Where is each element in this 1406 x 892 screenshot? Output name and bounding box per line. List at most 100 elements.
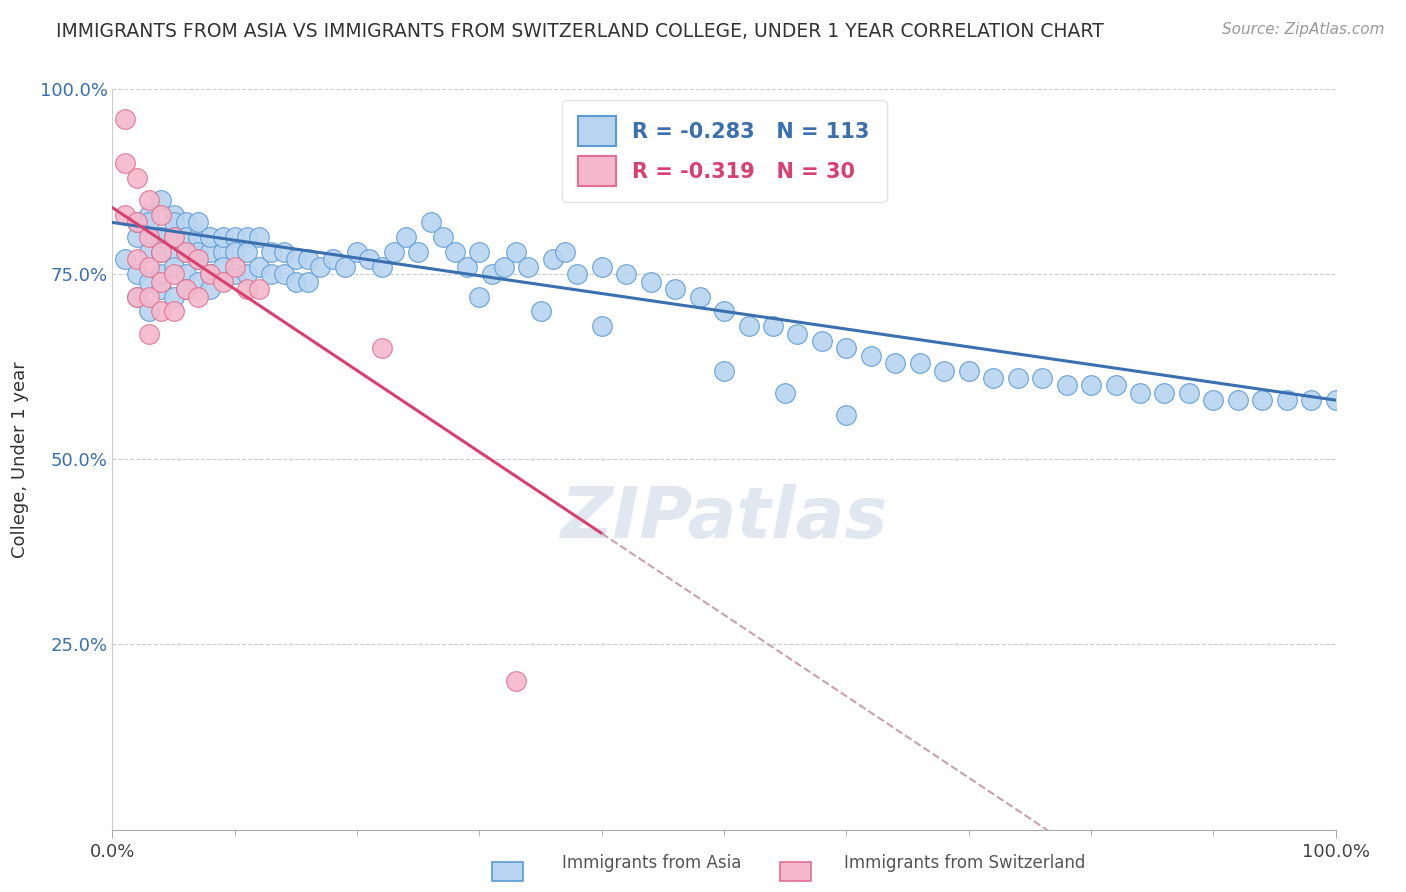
Y-axis label: College, Under 1 year: College, Under 1 year xyxy=(10,361,28,558)
Point xyxy=(138,194,160,208)
Point xyxy=(125,171,148,186)
Point xyxy=(432,230,454,244)
Point xyxy=(444,245,467,260)
Point xyxy=(236,245,259,260)
Point xyxy=(138,260,160,274)
Point xyxy=(211,245,233,260)
Point xyxy=(163,304,186,318)
Point xyxy=(200,268,222,282)
Point xyxy=(468,289,491,303)
Text: Source: ZipAtlas.com: Source: ZipAtlas.com xyxy=(1222,22,1385,37)
Point xyxy=(370,341,392,355)
Point xyxy=(174,245,197,260)
Legend: R = -0.283   N = 113, R = -0.319   N = 30: R = -0.283 N = 113, R = -0.319 N = 30 xyxy=(561,100,887,202)
Point xyxy=(284,275,308,289)
Point xyxy=(517,260,540,274)
Point xyxy=(835,341,858,355)
Point xyxy=(163,208,186,222)
Point xyxy=(505,674,527,689)
Point xyxy=(811,334,834,348)
Point xyxy=(309,260,332,274)
Point xyxy=(481,268,503,282)
Point xyxy=(567,268,589,282)
Point xyxy=(260,268,283,282)
Point xyxy=(957,363,980,377)
Point xyxy=(211,230,233,244)
Point xyxy=(713,304,735,318)
Point xyxy=(163,215,186,229)
Point xyxy=(150,230,173,244)
Point xyxy=(174,282,197,296)
Point xyxy=(224,230,246,244)
Point xyxy=(247,260,270,274)
Point xyxy=(150,282,173,296)
Point xyxy=(333,260,356,274)
Point xyxy=(150,194,173,208)
Point xyxy=(200,282,222,296)
Point xyxy=(236,268,259,282)
Point xyxy=(859,349,882,363)
Point xyxy=(224,260,246,274)
Point xyxy=(1056,378,1078,392)
Point xyxy=(200,245,222,260)
Point xyxy=(150,230,173,244)
Point xyxy=(163,260,186,274)
Point xyxy=(138,208,160,222)
Point xyxy=(284,252,308,267)
Point xyxy=(174,268,197,282)
Point xyxy=(187,245,209,260)
Point xyxy=(664,282,686,296)
Point xyxy=(224,268,246,282)
Point xyxy=(150,268,173,282)
Point xyxy=(260,245,283,260)
Point xyxy=(419,215,441,229)
Point xyxy=(114,252,136,267)
Point xyxy=(981,371,1004,385)
Point xyxy=(1129,385,1152,400)
Point xyxy=(1275,393,1298,408)
Point xyxy=(492,260,515,274)
Point xyxy=(370,260,392,274)
Text: Immigrants from Asia: Immigrants from Asia xyxy=(562,855,742,872)
Point xyxy=(346,245,368,260)
Point xyxy=(125,289,148,303)
Point xyxy=(273,245,295,260)
Point xyxy=(138,230,160,244)
Point xyxy=(125,215,148,229)
Point xyxy=(150,245,173,260)
Point xyxy=(125,268,148,282)
Point xyxy=(1251,393,1274,408)
Point xyxy=(187,252,209,267)
Point xyxy=(187,289,209,303)
Point xyxy=(1153,385,1175,400)
Point xyxy=(174,282,197,296)
Point xyxy=(737,319,759,334)
Point xyxy=(174,230,197,244)
Point xyxy=(541,252,564,267)
Point xyxy=(591,319,613,334)
Point xyxy=(138,245,160,260)
Point xyxy=(297,275,319,289)
Point xyxy=(236,282,259,296)
Point xyxy=(1104,378,1126,392)
Point xyxy=(163,230,186,244)
Point xyxy=(591,260,613,274)
Point xyxy=(187,275,209,289)
Point xyxy=(211,260,233,274)
Point xyxy=(247,230,270,244)
Point xyxy=(456,260,478,274)
Point xyxy=(138,215,160,229)
Point xyxy=(1031,371,1053,385)
Point xyxy=(187,252,209,267)
Point xyxy=(138,326,160,341)
Point xyxy=(1226,393,1249,408)
Point xyxy=(163,245,186,260)
Point xyxy=(150,275,173,289)
Point xyxy=(125,252,148,267)
Point xyxy=(322,252,344,267)
Point xyxy=(786,326,808,341)
Point xyxy=(934,363,956,377)
Point xyxy=(614,268,637,282)
Point xyxy=(529,304,551,318)
Point xyxy=(554,245,576,260)
